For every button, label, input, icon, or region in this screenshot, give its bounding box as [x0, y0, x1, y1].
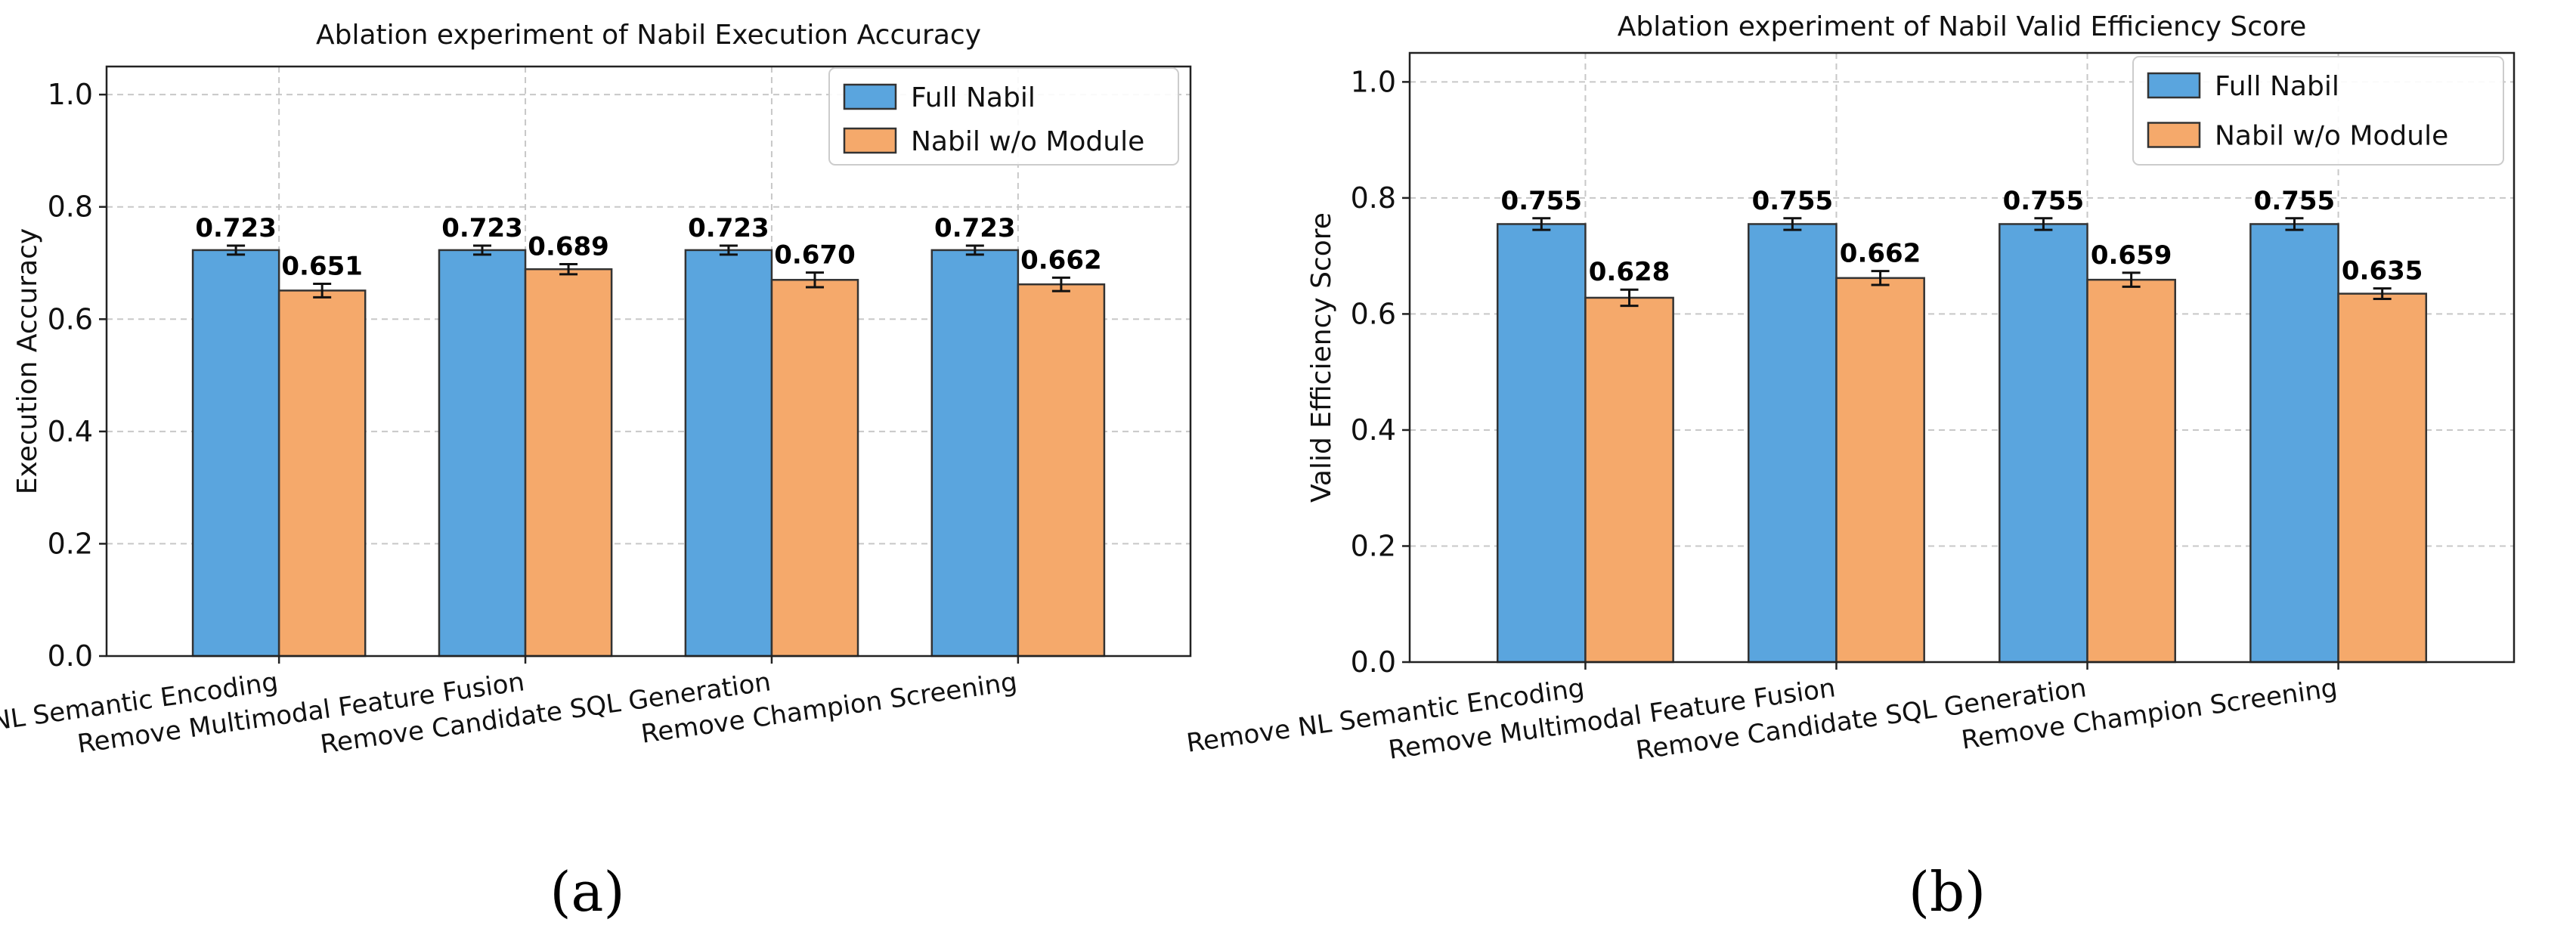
- bar-value-label: 0.723: [688, 213, 769, 243]
- bar-value-label: 0.755: [1752, 186, 1834, 216]
- legend: Full Nabil Nabil w/o Module: [828, 67, 1179, 166]
- bar-value-label: 0.670: [774, 240, 856, 271]
- bar-value-label: 0.723: [934, 213, 1016, 243]
- plot-frame: [105, 65, 1192, 658]
- y-tick-label: 0.6: [1351, 297, 1396, 330]
- y-tick-label: 0.0: [1351, 645, 1396, 679]
- bar-value-label: 0.662: [1840, 239, 1921, 269]
- bar-nabil-wo-module-4: [2337, 292, 2428, 664]
- bar-value-label: 0.659: [2091, 240, 2172, 271]
- y-tick-label: 0.2: [1351, 529, 1396, 562]
- y-tick-label: 1.0: [48, 78, 93, 111]
- legend-box: [828, 67, 1179, 166]
- panel-label: (a): [550, 860, 624, 924]
- bar-full-nabil-3: [1999, 223, 2088, 664]
- bar-full-nabil-1: [191, 249, 280, 658]
- bar-value-label: 0.755: [1501, 186, 1583, 216]
- y-tick-label: 0.4: [48, 415, 93, 448]
- bar-nabil-wo-module-3: [770, 279, 859, 658]
- bar-full-nabil-4: [930, 249, 1020, 658]
- chart-panel-2: 0.755 0.755 0.755 0.755 0.628 0.662 0.659 0.635…: [1184, 11, 2516, 924]
- legend-label-2: Nabil w/o Module: [911, 126, 1144, 157]
- y-tick-label: 0.4: [1351, 413, 1396, 447]
- bar-value-label: 0.689: [528, 231, 609, 262]
- bar-nabil-wo-module-2: [524, 268, 613, 658]
- y-tick-label: 0.6: [48, 302, 93, 336]
- bar-value-label: 0.628: [1589, 257, 1670, 287]
- legend-swatch-1: [843, 83, 897, 110]
- bar-value-label: 0.723: [195, 213, 277, 243]
- y-axis-label: Valid Efficiency Score: [1306, 212, 1337, 503]
- plot-frame: [1408, 51, 2516, 664]
- chart-title: Ablation experiment of Nabil Valid Effic…: [1618, 11, 2306, 42]
- bar-value-label: 0.755: [2003, 186, 2085, 216]
- legend: Full Nabil Nabil w/o Module: [2132, 56, 2504, 166]
- bar-nabil-wo-module-3: [2086, 278, 2176, 664]
- bar-value-label: 0.662: [1020, 245, 1102, 275]
- bar-full-nabil-4: [2249, 223, 2339, 664]
- legend-swatch-1: [2147, 72, 2201, 99]
- bar-full-nabil-1: [1496, 223, 1587, 664]
- bar-value-label: 0.635: [2342, 256, 2423, 286]
- legend-box: [2132, 56, 2504, 166]
- bar-nabil-wo-module-2: [1835, 277, 1925, 664]
- bar-nabil-wo-module-1: [1584, 296, 1674, 664]
- y-tick-label: 0.8: [1351, 181, 1396, 215]
- bar-nabil-wo-module-1: [277, 289, 367, 658]
- y-tick-label: 0.0: [48, 639, 93, 673]
- bar-full-nabil-2: [1748, 223, 1838, 664]
- chart-title: Ablation experiment of Nabil Execution A…: [316, 20, 981, 51]
- bar-full-nabil-3: [684, 249, 773, 658]
- y-axis-label: Execution Accuracy: [12, 228, 43, 494]
- bar-value-label: 0.651: [281, 251, 363, 281]
- bar-value-label: 0.723: [441, 213, 523, 243]
- bar-full-nabil-2: [438, 249, 527, 658]
- legend-label-1: Full Nabil: [2215, 71, 2339, 102]
- y-tick-label: 0.8: [48, 190, 93, 224]
- bar-nabil-wo-module-4: [1017, 283, 1106, 658]
- y-tick-label: 1.0: [1351, 65, 1396, 98]
- legend-swatch-2: [843, 127, 897, 154]
- legend-swatch-2: [2147, 122, 2201, 148]
- panel-label: (b): [1909, 860, 1986, 924]
- legend-label-1: Full Nabil: [911, 82, 1036, 113]
- bar-value-label: 0.755: [2254, 186, 2336, 216]
- legend-label-2: Nabil w/o Module: [2215, 121, 2448, 152]
- y-tick-label: 0.2: [48, 527, 93, 560]
